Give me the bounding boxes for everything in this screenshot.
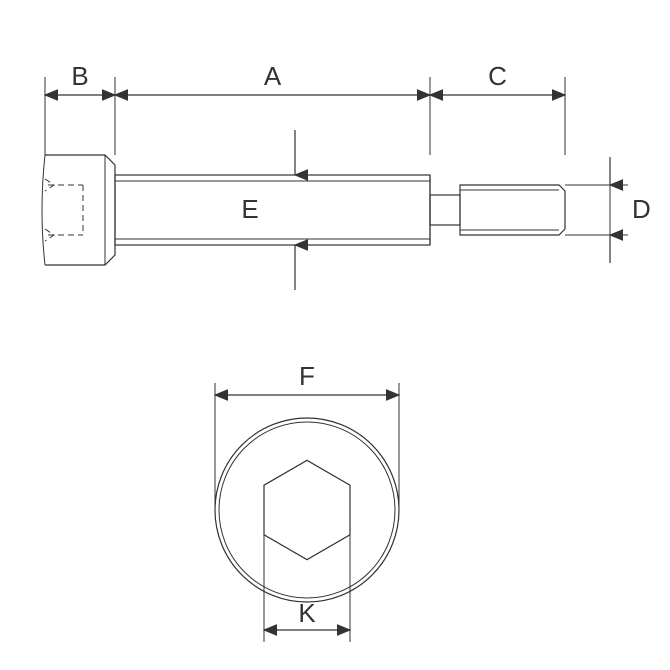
label-e: E (241, 194, 258, 224)
shoulder-outline (115, 175, 430, 245)
hex-socket (264, 460, 350, 559)
head-circle-inner (219, 422, 395, 598)
head-end-curve (42, 155, 45, 265)
label-b: B (71, 61, 88, 91)
label-k: K (298, 598, 316, 628)
label-c: C (488, 61, 507, 91)
thread-outline (460, 185, 565, 235)
neck-outline (430, 195, 460, 225)
technical-drawing: B A C E D F K (0, 0, 670, 670)
label-a: A (264, 61, 282, 91)
label-f: F (299, 361, 315, 391)
head-circle (215, 418, 399, 602)
label-d: D (632, 194, 651, 224)
